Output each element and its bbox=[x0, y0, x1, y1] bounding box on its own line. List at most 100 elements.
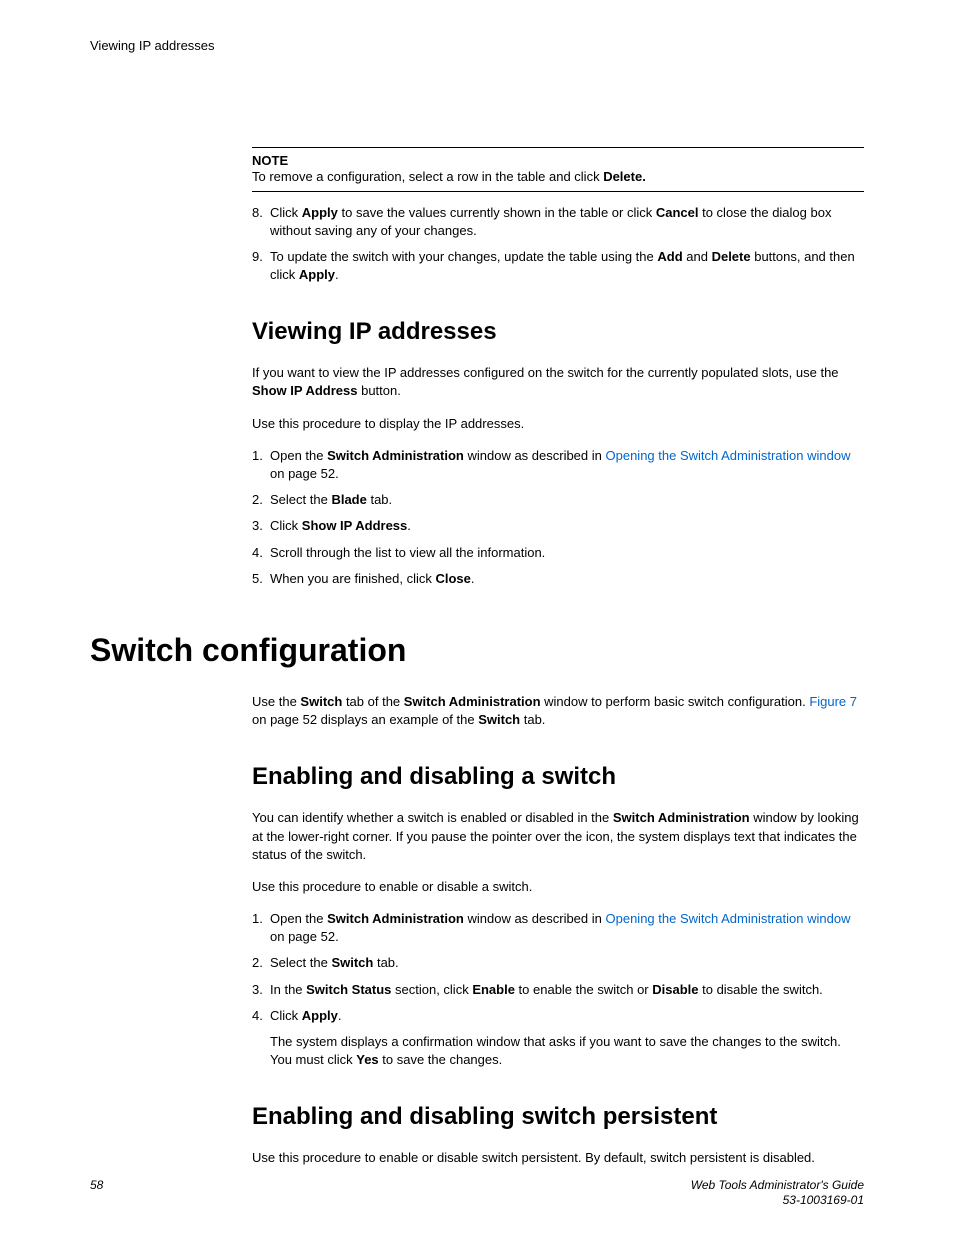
text: section, click bbox=[391, 982, 472, 997]
text-bold: Show IP Address bbox=[252, 383, 357, 398]
text-bold: Switch bbox=[331, 955, 373, 970]
step-number: 1. bbox=[252, 447, 263, 465]
text: . bbox=[338, 1008, 342, 1023]
heading-viewing-ip: Viewing IP addresses bbox=[252, 318, 864, 346]
step-number: 2. bbox=[252, 491, 263, 509]
note-text-bold: Delete. bbox=[603, 169, 646, 184]
text-bold: Apply bbox=[302, 1008, 338, 1023]
text: to save the values currently shown in th… bbox=[338, 205, 656, 220]
text: tab of the bbox=[342, 694, 403, 709]
text-bold: Switch Status bbox=[306, 982, 391, 997]
guide-title: Web Tools Administrator's Guide bbox=[691, 1178, 864, 1192]
text: window as described in bbox=[464, 448, 606, 463]
viewing-steps: 1. Open the Switch Administration window… bbox=[252, 447, 864, 588]
page-footer: 58 Web Tools Administrator's Guide 53-10… bbox=[90, 1178, 864, 1209]
text-bold: Blade bbox=[331, 492, 366, 507]
content-column: NOTE To remove a configuration, select a… bbox=[252, 147, 864, 588]
paragraph: Use this procedure to enable or disable … bbox=[252, 1149, 864, 1167]
step-number: 2. bbox=[252, 954, 263, 972]
text: on page 52 displays an example of the bbox=[252, 712, 478, 727]
step-number: 4. bbox=[252, 544, 263, 562]
step-3: 3. Click Show IP Address. bbox=[252, 517, 864, 535]
heading-enabling-disabling-switch: Enabling and disabling a switch bbox=[252, 763, 864, 791]
text: . bbox=[471, 571, 475, 586]
text: to save the changes. bbox=[379, 1052, 503, 1067]
heading-enabling-disabling-persistent: Enabling and disabling switch persistent bbox=[252, 1103, 864, 1131]
text: To update the switch with your changes, … bbox=[270, 249, 657, 264]
text-bold: Cancel bbox=[656, 205, 699, 220]
note-text: To remove a configuration, select a row … bbox=[252, 168, 864, 186]
step-number: 8. bbox=[252, 204, 263, 222]
text: Open the bbox=[270, 448, 327, 463]
text-bold: Add bbox=[657, 249, 682, 264]
step-5: 5. When you are finished, click Close. bbox=[252, 570, 864, 588]
doc-number: 53-1003169-01 bbox=[783, 1193, 864, 1207]
text-bold: Disable bbox=[652, 982, 698, 997]
paragraph: You can identify whether a switch is ena… bbox=[252, 809, 864, 864]
text: window to perform basic switch configura… bbox=[541, 694, 810, 709]
step-number: 5. bbox=[252, 570, 263, 588]
text-bold: Switch Administration bbox=[327, 911, 464, 926]
text: Click bbox=[270, 518, 302, 533]
step-number: 1. bbox=[252, 910, 263, 928]
text: on page 52. bbox=[270, 466, 339, 481]
page-number: 58 bbox=[90, 1178, 103, 1192]
text: Select the bbox=[270, 492, 331, 507]
step-number: 3. bbox=[252, 517, 263, 535]
text-bold: Apply bbox=[302, 205, 338, 220]
text-bold: Delete bbox=[712, 249, 751, 264]
step-2: 2. Select the Switch tab. bbox=[252, 954, 864, 972]
text: to disable the switch. bbox=[699, 982, 823, 997]
link-opening-switch-admin[interactable]: Opening the Switch Administration window bbox=[606, 448, 851, 463]
text: tab. bbox=[520, 712, 545, 727]
text: Click bbox=[270, 1008, 302, 1023]
text: to enable the switch or bbox=[515, 982, 652, 997]
text: . bbox=[407, 518, 411, 533]
text: tab. bbox=[373, 955, 398, 970]
heading-switch-configuration: Switch configuration bbox=[90, 632, 864, 669]
link-opening-switch-admin[interactable]: Opening the Switch Administration window bbox=[606, 911, 851, 926]
text-bold: Yes bbox=[356, 1052, 378, 1067]
step-number: 4. bbox=[252, 1007, 263, 1025]
step-8: 8. Click Apply to save the values curren… bbox=[252, 204, 864, 240]
step-3: 3. In the Switch Status section, click E… bbox=[252, 981, 864, 999]
text: When you are finished, click bbox=[270, 571, 435, 586]
step-1: 1. Open the Switch Administration window… bbox=[252, 447, 864, 483]
step-9: 9. To update the switch with your change… bbox=[252, 248, 864, 284]
content-column: Use the Switch tab of the Switch Adminis… bbox=[252, 693, 864, 1168]
paragraph: Use this procedure to display the IP add… bbox=[252, 415, 864, 433]
paragraph: Use the Switch tab of the Switch Adminis… bbox=[252, 693, 864, 729]
link-figure-7[interactable]: Figure 7 bbox=[809, 694, 857, 709]
text: Scroll through the list to view all the … bbox=[270, 545, 545, 560]
text: on page 52. bbox=[270, 929, 339, 944]
step-4: 4. Click Apply. The system displays a co… bbox=[252, 1007, 864, 1070]
text: window as described in bbox=[464, 911, 606, 926]
text: If you want to view the IP addresses con… bbox=[252, 365, 839, 380]
paragraph: If you want to view the IP addresses con… bbox=[252, 364, 864, 400]
paragraph: Use this procedure to enable or disable … bbox=[252, 878, 864, 896]
text: . bbox=[335, 267, 339, 282]
enable-steps: 1. Open the Switch Administration window… bbox=[252, 910, 864, 1069]
note-box: NOTE To remove a configuration, select a… bbox=[252, 147, 864, 192]
text-bold: Show IP Address bbox=[302, 518, 407, 533]
text: Select the bbox=[270, 955, 331, 970]
text-bold: Switch bbox=[300, 694, 342, 709]
text-bold: Close bbox=[435, 571, 470, 586]
step-4: 4. Scroll through the list to view all t… bbox=[252, 544, 864, 562]
text-bold: Switch Administration bbox=[613, 810, 750, 825]
text: You can identify whether a switch is ena… bbox=[252, 810, 613, 825]
text-bold: Switch bbox=[478, 712, 520, 727]
running-header: Viewing IP addresses bbox=[90, 38, 864, 53]
continued-steps: 8. Click Apply to save the values curren… bbox=[252, 204, 864, 285]
sub-paragraph: The system displays a confirmation windo… bbox=[270, 1033, 864, 1069]
step-number: 3. bbox=[252, 981, 263, 999]
step-number: 9. bbox=[252, 248, 263, 266]
note-label: NOTE bbox=[252, 153, 864, 168]
text-bold: Switch Administration bbox=[327, 448, 464, 463]
page: Viewing IP addresses NOTE To remove a co… bbox=[0, 0, 954, 1235]
step-2: 2. Select the Blade tab. bbox=[252, 491, 864, 509]
text: Open the bbox=[270, 911, 327, 926]
text: Use the bbox=[252, 694, 300, 709]
text-bold: Apply bbox=[299, 267, 335, 282]
footer-right: Web Tools Administrator's Guide 53-10031… bbox=[691, 1178, 864, 1209]
